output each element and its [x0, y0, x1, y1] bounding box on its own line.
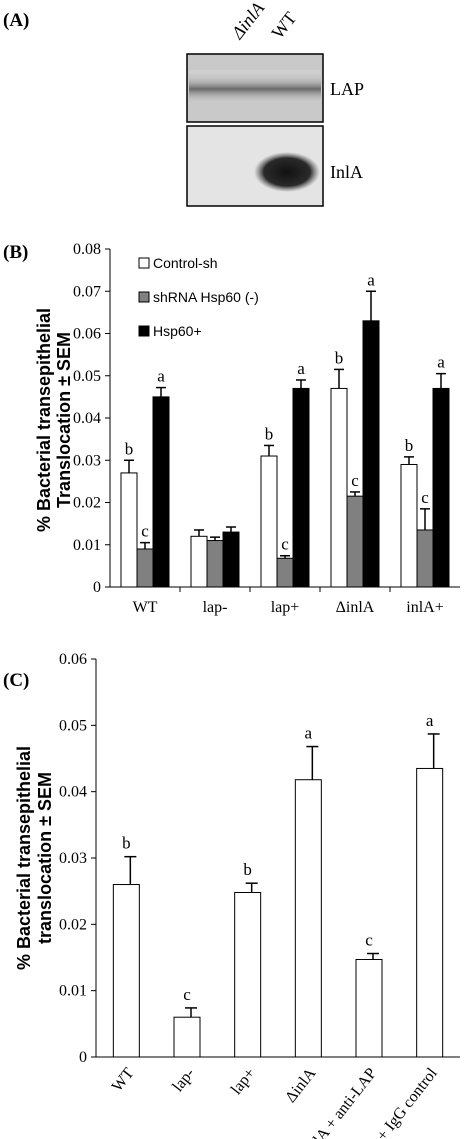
bar-hsp60-lap [292, 387, 310, 588]
bar-wt [112, 884, 140, 1058]
blot-inla [186, 125, 324, 207]
significance-letter: a [305, 724, 313, 743]
significance-letter: c [183, 985, 191, 1004]
panel-a: (A) ΔinlA WT LAP InlA [3, 0, 364, 207]
bar-shrna-hsp60-inla [416, 529, 434, 588]
panel-b: (B) % Bacterial transepithelial Transloc… [3, 241, 460, 616]
significance-letter: b [335, 348, 344, 367]
panel-b-legend: Control-sh shRNA Hsp60 (-) Hsp60+ [138, 255, 259, 339]
legend-label-shrna-hsp60: shRNA Hsp60 (-) [153, 289, 259, 305]
y-tick-label: 0.04 [59, 784, 87, 801]
y-tick-label: 0.06 [59, 651, 87, 668]
significance-letter: a [297, 359, 305, 378]
panel-b-ylabel-line1: % Bacterial transepithelial [34, 308, 54, 532]
panel-c-chart: 0 0.01 0.02 0.03 0.04 0.05 0.06 b WT c lap-b lap+ a Δ… [59, 651, 460, 1139]
panel-c-ylabel-line1: % Bacterial transepithelial [14, 746, 34, 970]
significance-letter: b [125, 439, 134, 458]
lane-label-wt: WT [267, 8, 300, 42]
x-tick-label-wt: WT [109, 1065, 138, 1095]
x-tick-label-wt: WT [133, 599, 158, 616]
bar-control-sh-lap [260, 455, 278, 588]
significance-letter: c [281, 535, 289, 554]
y-tick-label: 0.06 [73, 326, 101, 343]
bar-inla-anti-lap [355, 958, 383, 1058]
bar-hsp60-inla [362, 320, 380, 588]
significance-letter: b [405, 436, 414, 455]
bar-hsp60-inla [432, 387, 450, 588]
bar-control-sh-wt [120, 472, 138, 588]
y-tick-label: 0 [79, 1049, 87, 1066]
y-tick-label: 0.03 [59, 850, 87, 867]
significance-letter: a [437, 353, 445, 372]
panel-c-ylabel-line2: translocation ± SEM [35, 772, 55, 944]
bar-hsp60-lap [222, 531, 240, 588]
x-tick-label-lap: lap+ [228, 1065, 259, 1098]
significance-letter: c [141, 522, 149, 541]
y-tick-label: 0.02 [73, 495, 101, 512]
bar-control-sh-inla [400, 463, 418, 588]
x-tick-label-inla: inlA+ [406, 599, 443, 616]
bar-shrna-hsp60-lap [276, 557, 294, 588]
blot-lap-band [189, 76, 321, 102]
blot-lap-haze [189, 70, 321, 74]
x-tick-label-inla: ΔinlA [282, 1065, 320, 1106]
significance-letter: a [426, 711, 434, 730]
significance-letter: b [122, 834, 131, 853]
significance-letter: b [265, 424, 274, 443]
bar-inla [294, 779, 322, 1058]
bar-shrna-hsp60-lap [206, 540, 224, 588]
blot-label-lap: LAP [330, 79, 364, 99]
legend-label-control-sh: Control-sh [153, 255, 218, 271]
panel-b-label: (B) [3, 242, 28, 263]
panel-b-ylabel-line2: Translocation ± SEM [54, 332, 74, 508]
y-tick-label: 0.03 [73, 452, 101, 469]
x-tick-label-inla: ΔinlA [336, 599, 375, 616]
bar-lap [234, 891, 262, 1058]
significance-letter: c [365, 931, 373, 950]
blot-lap [186, 53, 324, 123]
y-tick-label: 0.08 [73, 241, 101, 258]
legend-swatch-shrna-hsp60 [138, 291, 150, 303]
significance-letter: c [351, 471, 359, 490]
bar-lap [173, 1016, 201, 1058]
bar-control-sh-lap [190, 535, 208, 588]
blot-label-inla: InlA [330, 162, 363, 182]
bar-control-sh-inla [330, 387, 348, 588]
y-tick-label: 0.05 [59, 717, 87, 734]
significance-letter: c [421, 488, 429, 507]
y-tick-label: 0.07 [73, 283, 101, 300]
y-tick-label: 0.04 [73, 410, 101, 427]
y-tick-label: 0.02 [59, 916, 87, 933]
x-tick-label-lap: lap- [169, 1065, 198, 1095]
blot-inla-band [254, 152, 320, 192]
y-tick-label: 0.01 [59, 983, 87, 1000]
x-tick-label-lap: lap- [203, 599, 228, 616]
panel-c-label: (C) [3, 670, 29, 691]
panel-a-label: (A) [3, 10, 29, 31]
legend-label-hsp60-plus: Hsp60+ [153, 323, 202, 339]
y-tick-label: 0.05 [73, 368, 101, 385]
lane-label-deltainla: ΔinlA [227, 0, 269, 43]
bar-hsp60-wt [152, 396, 170, 588]
significance-letter: b [243, 860, 252, 879]
panel-c: (C) % Bacterial transepithelial transloc… [3, 651, 460, 1139]
x-tick-label-lap: lap+ [271, 599, 300, 616]
y-tick-label: 0 [93, 579, 101, 596]
bar-shrna-hsp60-wt [136, 548, 154, 588]
bar-shrna-hsp60-inla [346, 495, 364, 588]
significance-letter: a [367, 270, 375, 289]
legend-swatch-control-sh [138, 257, 150, 269]
panel-b-chart: 0 0.01 0.02 0.03 0.04 0.05 0.06 0.07 0.08 WT b c a la… [73, 241, 460, 616]
legend-swatch-hsp60-plus [138, 325, 150, 337]
y-tick-label: 0.01 [73, 537, 101, 554]
significance-letter: a [157, 367, 165, 386]
bar-inla-igg-control [416, 767, 444, 1058]
